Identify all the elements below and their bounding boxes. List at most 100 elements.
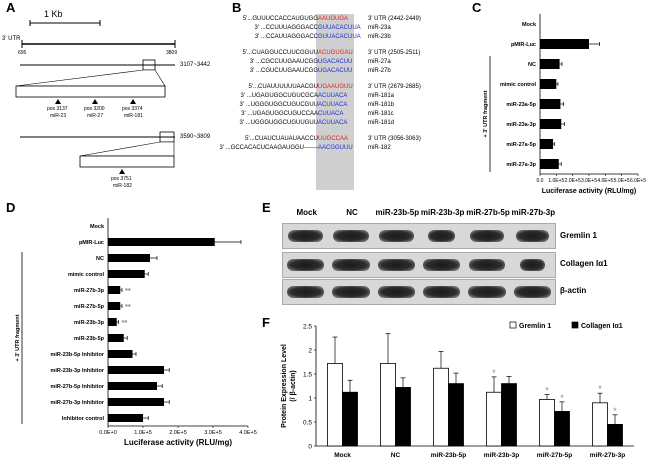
bar [342,391,358,447]
site-marker-mir23 [55,99,61,104]
seq-label: miR-27a [368,59,391,65]
seq-label: miR-182 [368,145,391,151]
y-axis-label-2: (/ β-actin) [290,370,297,402]
site-mir-181: miR-181 [124,113,143,119]
seq-label: miR-181c [368,111,394,117]
panel-b-alignment: 5'...GUUUCCACCAUGUGG AAUGUGA 3' UTR (2442-… [220,14,470,194]
bar [486,391,502,447]
x-tick-label: 2.0E+5 [169,430,187,436]
blot-band [333,230,369,242]
seq-seed: GUUACACUUA [318,34,361,40]
seq-label: miR-23a [368,25,391,31]
blot-band [377,286,415,298]
category-label: miR-27b-5p [74,304,105,310]
bar [108,270,145,278]
blot-band [287,230,324,242]
bar [592,402,608,447]
lane-label: miR-23b-5p [375,208,420,217]
y-tick-label: 0 [308,444,312,451]
region2-label: 3590~3809 [180,134,211,140]
site-pos-3137: pos 3137 [47,106,68,112]
lane-label: miR-27b-3p [511,208,556,217]
category-label: pMIR-Luc [79,240,104,246]
legend-swatch [509,321,517,329]
category-label: miR-23b-3p Inhibitor [51,368,105,374]
significance-mark: ** [125,302,131,311]
bar [395,387,411,447]
bar [108,254,150,262]
y-tick-label: 2 [308,348,312,355]
blot-band [423,286,461,298]
lane-label: miR-27b-5p [466,208,510,217]
blot-band [470,230,504,242]
seq-seed: UGACACUU [318,68,353,74]
bar [540,59,560,69]
bar [554,411,570,447]
seq-prefix: 3' ...UGAGUGGCUGUCCAA [241,111,318,117]
bar [539,399,555,447]
seq-prefix: 3' ...UGGGUGGCUGUUGUU [239,120,318,126]
bar [108,318,117,326]
panel-c-chart: 0.0 1.0E+5 2.0E+5 3.0E+5 4.0E+5 5.0E+5 6.0E+5 L… [472,12,650,202]
significance-mark: * [598,384,602,394]
category-label: Inhibitor control [62,416,105,422]
bar [540,39,589,49]
seed-highlight [316,14,354,190]
bar [108,398,164,406]
legend-label: Collagen Iα1 [581,323,623,330]
y-tick-label: 0.5 [303,420,312,427]
category-label: miR-27a-3p [506,162,536,168]
x-tick-label: 0.0 [537,178,544,184]
y-tick-label: 2.5 [303,324,312,331]
blot-collagen [282,252,556,278]
blot-actin [282,279,556,305]
blot-band [332,286,370,298]
seq-seed: UUGCCAA [318,136,349,142]
y-tick-label: 1.5 [303,372,312,379]
bar [540,119,562,129]
seq-prefix: 3' ...CGCCUUGAAUCGG [249,59,318,65]
seq-seed: UGAAUGUU [318,84,353,90]
legend-swatch [571,321,579,329]
category-label: NC [528,62,536,68]
seq-label: 3' UTR (2505-2511) [368,50,421,56]
seq-label: 3' UTR (2442-2449) [368,16,421,22]
seq-prefix: 3' ...CCAUUAGGGACC [254,34,318,40]
blot-label-gremlin: Gremlin 1 [560,231,597,240]
blot-gremlin [282,223,556,249]
category-label: miR-23b-5p [74,336,105,342]
seq-seed: ACUUACA [318,120,348,126]
panel-e-blots: Mock NC miR-23b-5p miR-23b-3p miR-27b-5p miR-… [262,200,650,315]
panel-label-a: A [6,0,16,15]
chart-f-svg: 0 0.5 1 1.5 2 2.5 Protein Expression Level (/ β… [281,321,634,459]
blot-band [377,259,415,271]
seq-seed: AACGGUUU [318,145,353,151]
x-tick-label: 5.0E+5 [614,178,630,184]
seq-prefix: 3' ...CCUUUAGGGACC [254,25,319,31]
significance-mark: ** [125,286,131,295]
significance-mark: * [545,386,549,396]
lane-label: NC [346,208,358,217]
significance-mark: ** [122,318,128,327]
lane-label: miR-23b-3p [420,208,465,217]
chart-d-svg: 0.0E+0 1.0E+5 2.0E+5 3.0E+5 4.0E+5 Luciferase… [15,218,257,447]
site-pos-3751: pos 3751 [111,176,132,182]
seq-seed: ACUUACA [318,102,348,108]
region1-label: 3107~3442 [180,62,211,68]
x-tick-label: 1.0E+5 [134,430,152,436]
bar [108,366,164,374]
category-label: Mock [334,452,351,459]
significance-mark: * [613,406,617,416]
blot-band [423,259,461,271]
bar [108,382,157,390]
bar [540,79,557,89]
seq-seed: AAUGUGA [318,16,349,22]
blot-band [428,230,456,242]
blot-band [468,259,506,271]
blot-band [378,230,414,242]
bar [327,363,343,447]
seq-prefix: 3' ...UGAGUGGCUGUCGCA [240,93,319,99]
seq-prefix: 5'...CUAUCUAUAUAACCU [245,136,318,142]
category-label: Mock [90,224,105,230]
seq-seed: CUUACA [318,111,344,117]
